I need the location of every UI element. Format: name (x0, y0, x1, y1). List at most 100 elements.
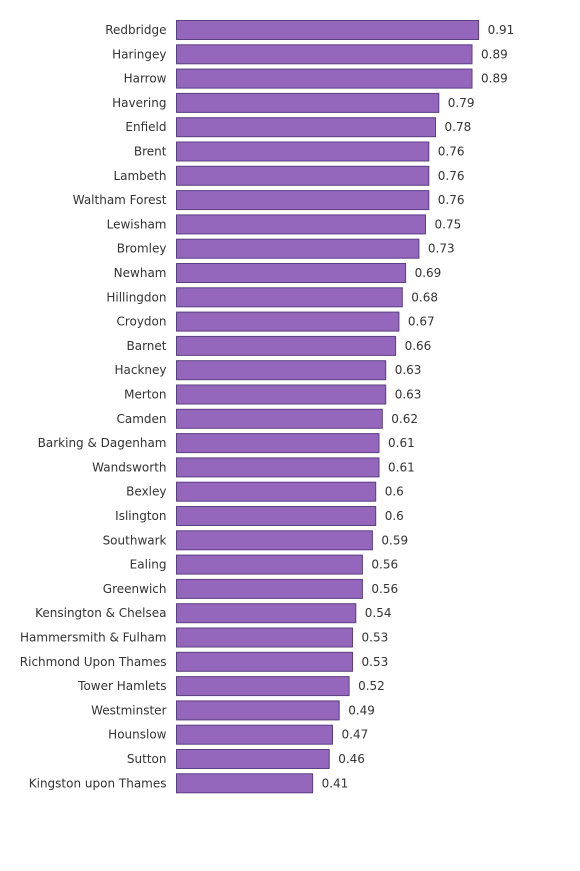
bar (176, 773, 314, 794)
value-label: 0.6 (385, 485, 404, 499)
category-label: Bexley (126, 485, 166, 499)
category-label: Barking & Dagenham (38, 436, 167, 450)
bar (176, 44, 473, 65)
value-label: 0.73 (428, 242, 455, 256)
category-label: Hillingdon (106, 290, 166, 304)
bar (176, 481, 377, 502)
category-label: Croydon (116, 315, 166, 329)
category-label: Westminster (91, 703, 166, 717)
bar (176, 651, 353, 672)
bar (176, 335, 397, 356)
category-label: Southwark (103, 533, 167, 547)
bar (176, 603, 357, 624)
value-label: 0.46 (338, 752, 365, 766)
category-label: Islington (115, 509, 166, 523)
value-label: 0.49 (348, 703, 375, 717)
bar (176, 117, 436, 138)
category-label: Camden (116, 412, 166, 426)
bar (176, 433, 380, 454)
bar (176, 457, 380, 478)
value-label: 0.78 (445, 120, 472, 134)
category-label: Harrow (124, 72, 167, 86)
category-label: Kingston upon Thames (29, 776, 167, 790)
value-label: 0.63 (395, 363, 422, 377)
bar (176, 20, 480, 40)
value-label: 0.66 (405, 339, 432, 353)
value-label: 0.6 (385, 509, 404, 523)
category-label: Haringey (112, 47, 166, 61)
value-label: 0.53 (362, 655, 389, 669)
bar (176, 92, 440, 113)
category-label: Kensington & Chelsea (35, 606, 166, 620)
category-label: Tower Hamlets (77, 679, 166, 693)
bar (176, 141, 430, 162)
value-label: 0.62 (391, 412, 418, 426)
labels-layer: Redbridge 0.91 Haringey 0.89 Harrow 0.89 Haver… (20, 23, 515, 790)
bars-layer (176, 20, 480, 794)
bar (176, 578, 363, 599)
value-label: 0.56 (371, 582, 398, 596)
value-label: 0.56 (371, 558, 398, 572)
value-label: 0.53 (362, 631, 389, 645)
bar (176, 360, 387, 381)
category-label: Hounslow (108, 728, 167, 742)
category-label: Barnet (126, 339, 166, 353)
bar (176, 263, 407, 283)
category-label: Hackney (114, 363, 166, 377)
category-label: Ealing (130, 558, 167, 572)
category-label: Merton (124, 388, 166, 402)
value-label: 0.54 (365, 606, 392, 620)
category-label: Waltham Forest (73, 193, 167, 207)
value-label: 0.67 (408, 315, 435, 329)
bar (176, 384, 387, 405)
value-label: 0.68 (411, 290, 438, 304)
value-label: 0.41 (322, 776, 349, 790)
category-label: Richmond Upon Thames (20, 655, 167, 669)
value-label: 0.89 (481, 72, 508, 86)
category-label: Redbridge (105, 23, 166, 37)
bar (176, 190, 430, 211)
bar (176, 287, 403, 308)
value-label: 0.63 (395, 388, 422, 402)
bar (176, 724, 333, 745)
value-label: 0.61 (388, 436, 415, 450)
bar (176, 214, 426, 235)
bar (176, 554, 363, 575)
value-label: 0.47 (342, 728, 369, 742)
category-label: Lambeth (113, 169, 166, 183)
category-label: Sutton (127, 752, 167, 766)
category-label: Greenwich (103, 582, 167, 596)
category-label: Newham (114, 266, 167, 280)
bar (176, 506, 377, 526)
value-label: 0.89 (481, 47, 508, 61)
bar (176, 408, 383, 429)
category-label: Brent (134, 145, 167, 159)
bar (176, 530, 373, 551)
category-label: Wandsworth (92, 460, 166, 474)
value-label: 0.69 (415, 266, 442, 280)
category-label: Hammersmith & Fulham (20, 631, 166, 645)
value-label: 0.91 (488, 23, 515, 37)
value-label: 0.52 (358, 679, 385, 693)
value-label: 0.59 (381, 533, 408, 547)
bar (176, 165, 430, 186)
bar (176, 627, 353, 648)
bar (176, 676, 350, 697)
category-label: Havering (112, 96, 166, 110)
value-label: 0.76 (438, 169, 465, 183)
value-label: 0.75 (435, 217, 462, 231)
bar (176, 700, 340, 721)
category-label: Lewisham (107, 217, 167, 231)
bar (176, 68, 473, 89)
bar (176, 238, 420, 259)
value-label: 0.79 (448, 96, 475, 110)
value-label: 0.76 (438, 193, 465, 207)
category-label: Enfield (125, 120, 166, 134)
bar (176, 311, 400, 332)
value-label: 0.61 (388, 460, 415, 474)
bar (176, 749, 330, 769)
value-label: 0.76 (438, 145, 465, 159)
category-label: Bromley (117, 242, 167, 256)
